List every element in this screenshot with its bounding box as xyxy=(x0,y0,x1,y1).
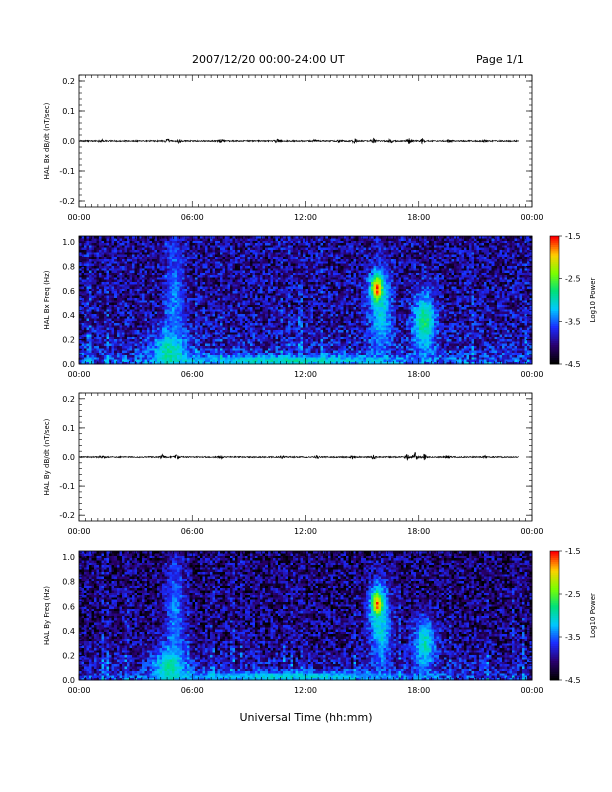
x-tick-label: 12:00 xyxy=(294,527,317,536)
x-tick-label: 00:00 xyxy=(520,527,543,536)
y-tick-label: 0.0 xyxy=(62,453,75,462)
y-tick-label: 0.0 xyxy=(62,137,75,146)
colorbar-tick-label: -1.5 xyxy=(565,232,581,241)
x-axis-label: Universal Time (hh:mm) xyxy=(0,711,612,724)
x-tick-label: 06:00 xyxy=(181,213,204,222)
by-spectrogram-panel: -1.5 -2.5 -3.5 -4.5 Log10 Power 0.0 0.2 0.4 0.6 0… xyxy=(43,547,597,695)
y-tick-label: 0.2 xyxy=(62,77,75,86)
colorbar-tick-label: -2.5 xyxy=(565,590,581,599)
y-tick-label: -0.1 xyxy=(59,482,75,491)
y-tick-label: 1.0 xyxy=(62,238,75,247)
y-tick-label: -0.1 xyxy=(59,167,75,176)
y-tick-label: 0.6 xyxy=(62,287,75,296)
bx-dbdt-panel: -0.2 -0.1 0.0 0.1 0.2 HAL Bx dB/dt (nT/sec) 00… xyxy=(43,74,544,222)
y-axis-label: HAL By dB/dt (nT/sec) xyxy=(43,418,51,495)
colorbar-label: Log10 Power xyxy=(589,593,597,638)
y-tick-label: 0.6 xyxy=(62,602,75,611)
colorbar-tick-label: -2.5 xyxy=(565,275,581,284)
y-tick-label: 0.8 xyxy=(62,262,75,271)
dbdt-trace xyxy=(78,451,519,461)
y-axis-label: HAL Bx Freq (Hz) xyxy=(43,270,51,329)
page-indicator: Page 1/1 xyxy=(476,53,524,66)
y-tick-label: 0.4 xyxy=(62,627,75,636)
y-tick-label: 0.0 xyxy=(62,360,75,369)
colorbar: -1.5 -2.5 -3.5 -4.5 Log10 Power xyxy=(549,232,597,369)
y-tick-label: 0.0 xyxy=(62,676,75,685)
colorbar-tick-label: -4.5 xyxy=(565,676,581,685)
y-tick-label: 0.2 xyxy=(62,651,75,660)
colorbar-frame xyxy=(549,235,560,365)
spectrogram-cells xyxy=(79,551,533,681)
colorbar-tick-label: -3.5 xyxy=(565,633,581,642)
x-tick-label: 12:00 xyxy=(294,686,317,695)
colorbar-label: Log10 Power xyxy=(589,277,597,322)
colorbar-frame xyxy=(549,550,560,681)
x-tick-label: 00:00 xyxy=(520,213,543,222)
x-tick-label: 12:00 xyxy=(294,370,317,379)
x-tick-label: 06:00 xyxy=(181,370,204,379)
x-tick-label: 06:00 xyxy=(181,527,204,536)
y-tick-label: 0.1 xyxy=(62,424,75,433)
y-tick-label: -0.2 xyxy=(59,511,75,520)
y-tick-label: 0.2 xyxy=(62,395,75,404)
by-dbdt-panel: -0.2 -0.1 0.0 0.1 0.2 HAL By dB/dt (nT/sec) 00… xyxy=(43,392,544,536)
x-tick-label: 00:00 xyxy=(67,370,90,379)
spectrogram-cells xyxy=(79,236,533,365)
x-tick-label: 00:00 xyxy=(520,370,543,379)
y-tick-label: 1.0 xyxy=(62,553,75,562)
x-tick-label: 18:00 xyxy=(407,686,430,695)
x-tick-label: 00:00 xyxy=(520,686,543,695)
x-tick-label: 00:00 xyxy=(67,686,90,695)
figure-title: 2007/12/20 00:00-24:00 UT xyxy=(192,53,345,66)
y-tick-label: 0.2 xyxy=(62,336,75,345)
x-tick-label: 00:00 xyxy=(67,527,90,536)
x-tick-label: 06:00 xyxy=(181,686,204,695)
bx-spectrogram-panel: -1.5 -2.5 -3.5 -4.5 Log10 Power 0.0 0.2 0.4 0.6 0… xyxy=(43,232,597,379)
x-tick-label: 18:00 xyxy=(407,527,430,536)
y-axis-label: HAL By Freq (Hz) xyxy=(43,586,51,645)
colorbar-tick-label: -3.5 xyxy=(565,317,581,326)
y-tick-label: 0.4 xyxy=(62,311,75,320)
y-tick-label: 0.8 xyxy=(62,578,75,587)
x-tick-label: 18:00 xyxy=(407,370,430,379)
x-tick-label: 00:00 xyxy=(67,213,90,222)
colorbar: -1.5 -2.5 -3.5 -4.5 Log10 Power xyxy=(549,547,597,685)
colorbar-tick-label: -1.5 xyxy=(565,547,581,556)
colorbar-tick-label: -4.5 xyxy=(565,360,581,369)
dbdt-trace xyxy=(78,137,520,145)
y-tick-label: -0.2 xyxy=(59,197,75,206)
y-tick-label: 0.1 xyxy=(62,107,75,116)
x-tick-label: 18:00 xyxy=(407,213,430,222)
y-axis-label: HAL Bx dB/dt (nT/sec) xyxy=(43,102,51,179)
x-tick-label: 12:00 xyxy=(294,213,317,222)
